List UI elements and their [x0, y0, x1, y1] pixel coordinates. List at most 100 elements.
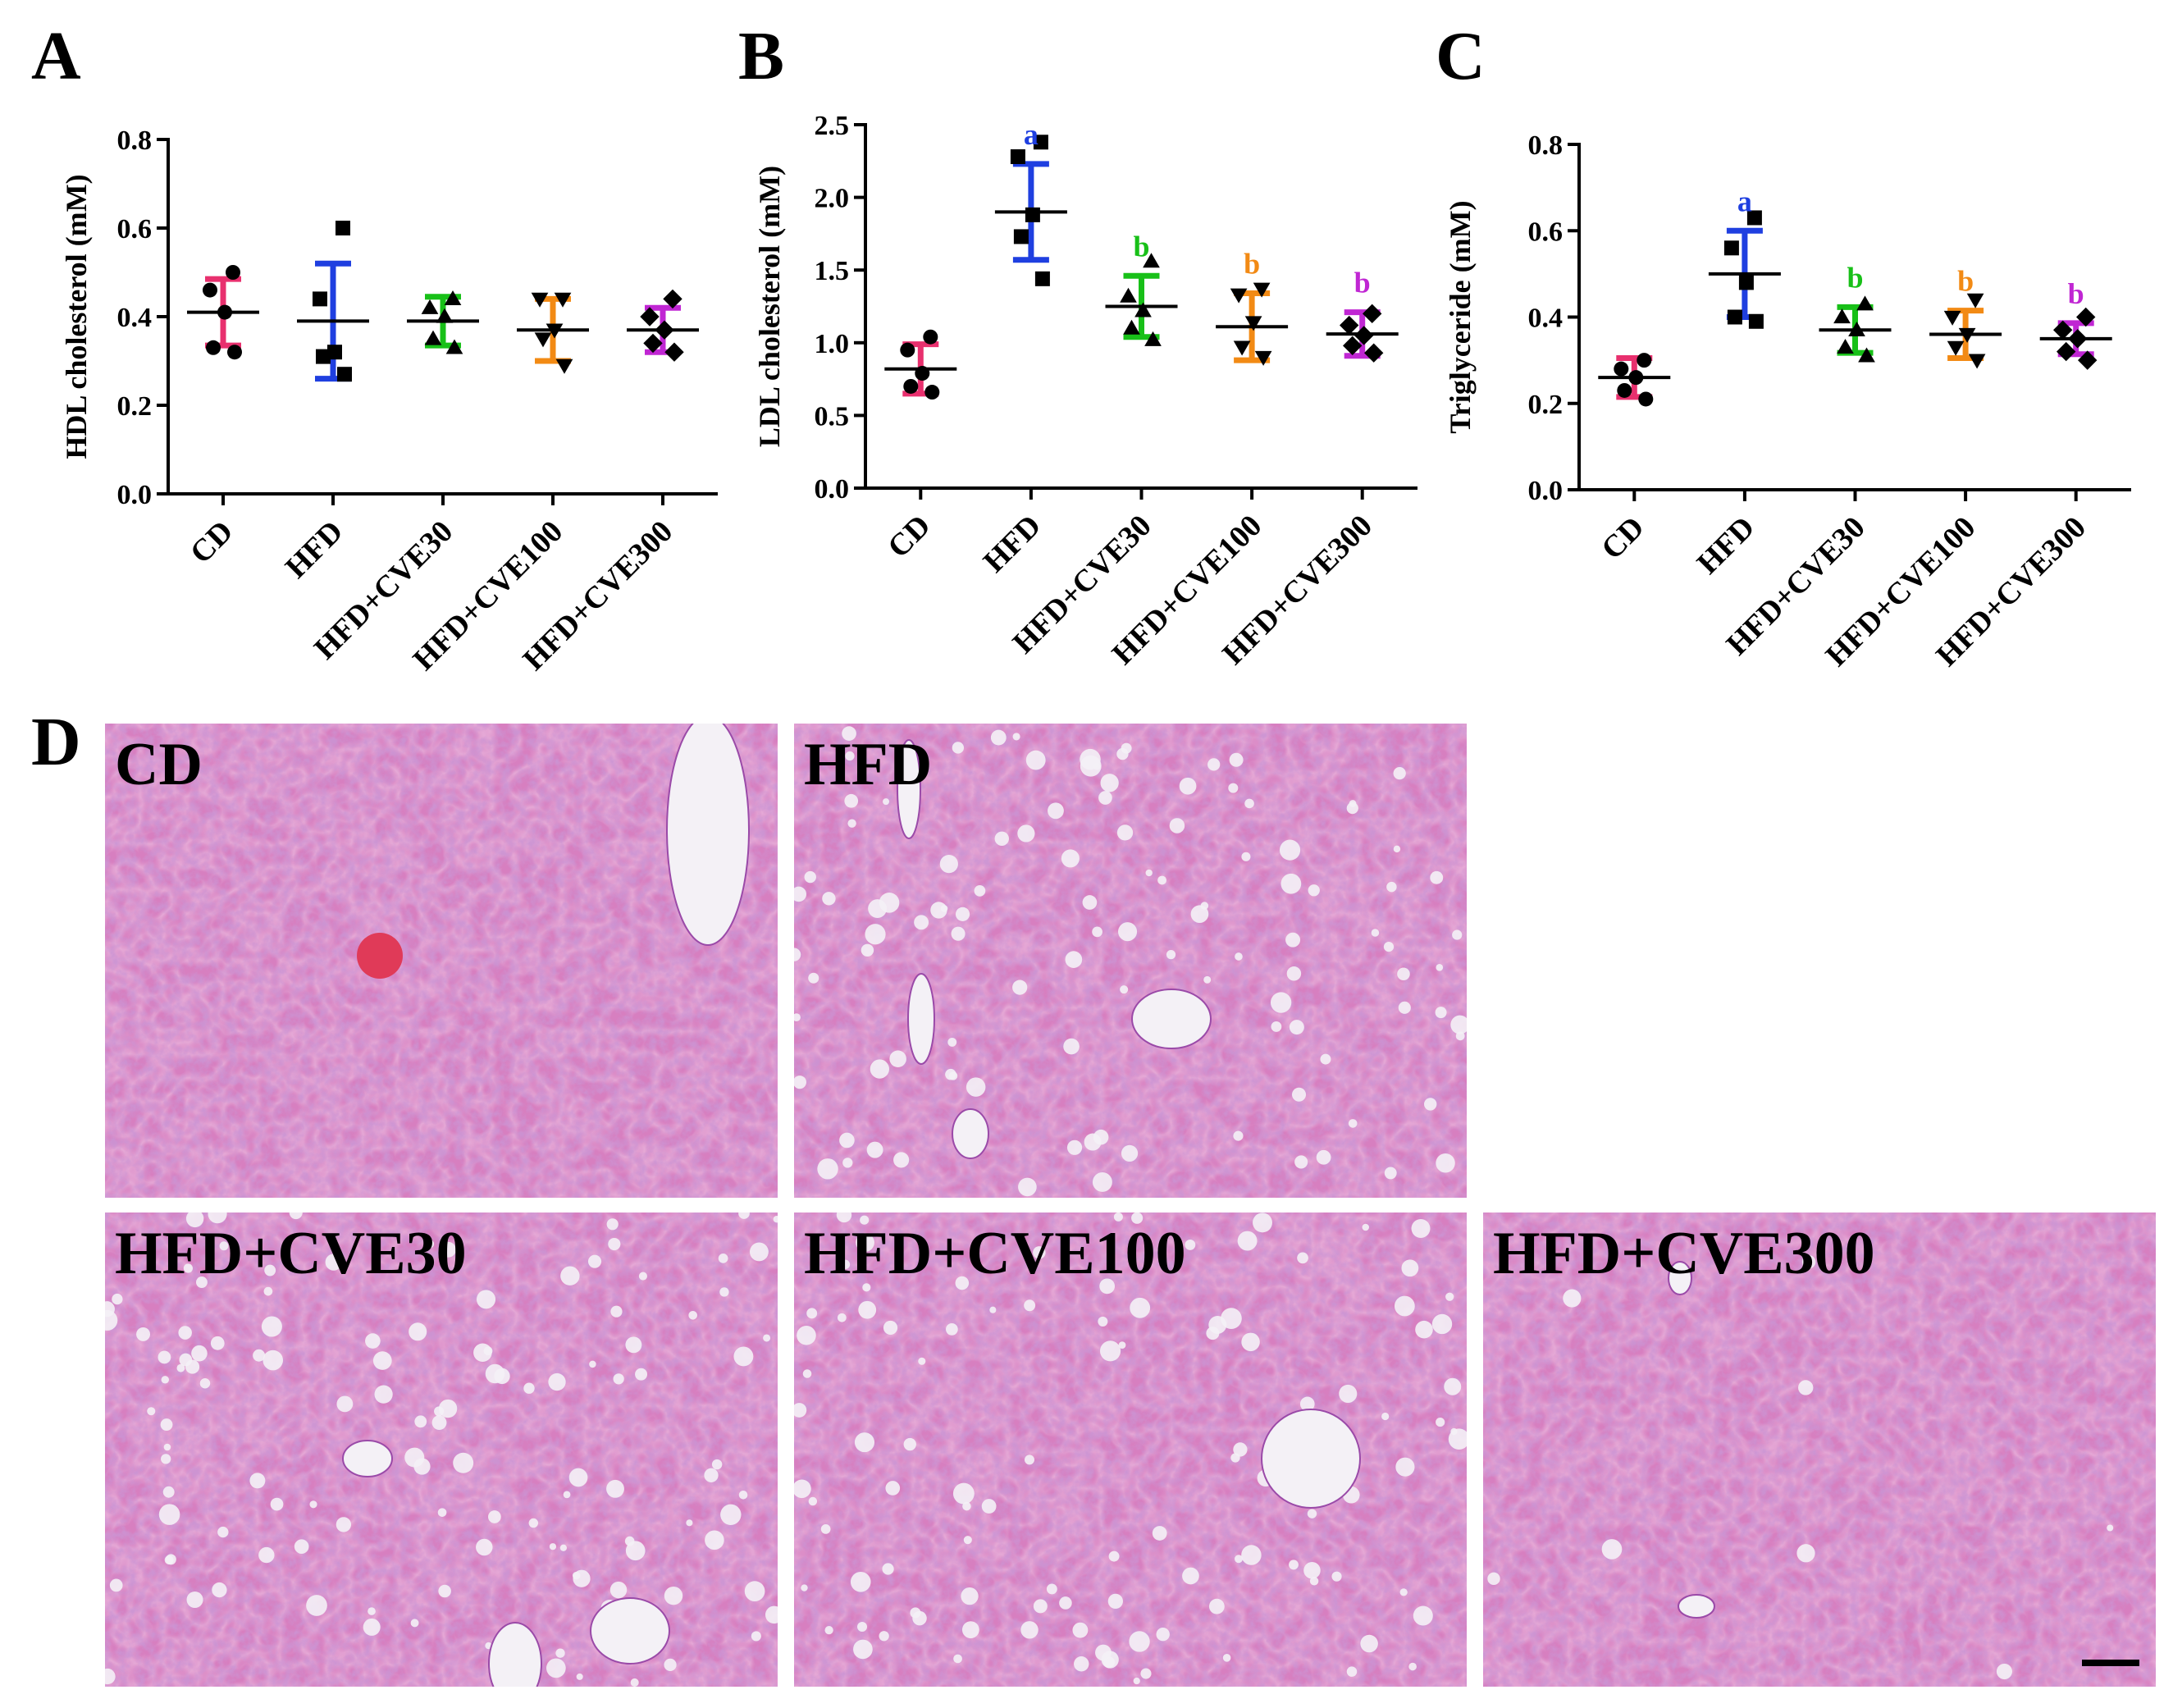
- data-point: [1010, 148, 1025, 164]
- lipid-vacuole: [573, 1569, 591, 1587]
- data-point: [203, 282, 217, 298]
- micrograph-hfd-cve30: HFD+CVE30: [105, 1212, 778, 1687]
- series-hfd: a: [994, 118, 1067, 286]
- lipid-vacuole: [425, 1240, 435, 1249]
- lipid-vacuole: [548, 1372, 566, 1391]
- lipid-vacuole: [199, 1377, 211, 1389]
- lipid-vacuole: [1431, 1313, 1453, 1335]
- y-tick-label: 0.6: [1528, 217, 1564, 247]
- data-point: [664, 342, 684, 362]
- y-tick-label: 0.2: [1528, 390, 1564, 420]
- lipid-vacuole: [613, 1373, 624, 1385]
- data-point: [1254, 350, 1272, 366]
- lipid-vacuole: [109, 1578, 123, 1592]
- lipid-vacuole: [191, 1345, 208, 1362]
- panel-letter-c: C: [1436, 18, 1486, 94]
- lipid-vacuole: [806, 1308, 818, 1319]
- lipid-vacuole: [178, 1326, 192, 1340]
- data-point: [1727, 309, 1742, 325]
- data-point: [531, 292, 549, 308]
- lipid-vacuole: [1082, 895, 1098, 910]
- lipid-vacuole: [105, 1668, 116, 1685]
- data-point: [1617, 382, 1632, 398]
- data-point: [445, 339, 463, 354]
- lipid-vacuole: [1118, 1341, 1126, 1350]
- lipid-vacuole: [1059, 1596, 1072, 1610]
- lipid-vacuole: [453, 1452, 474, 1473]
- lipid-vacuole: [688, 1310, 697, 1320]
- lipid-vacuole: [1401, 1259, 1419, 1277]
- data-point: [640, 307, 660, 327]
- data-point: [1253, 282, 1271, 298]
- lipid-vacuole: [839, 1132, 855, 1149]
- data-point: [1033, 135, 1048, 150]
- lipid-vacuole: [1348, 1119, 1358, 1128]
- lipid-vacuole: [1413, 1605, 1433, 1626]
- lipid-vacuole: [1339, 1384, 1358, 1404]
- vessel-lumen: [952, 1108, 989, 1159]
- lipid-vacuole: [842, 726, 856, 741]
- y-tick-label: 2.5: [815, 111, 850, 141]
- lipid-vacuole: [1371, 929, 1380, 937]
- lipid-vacuole: [1099, 1340, 1121, 1362]
- series-cd: [884, 329, 957, 400]
- data-point: [1025, 207, 1040, 222]
- lipid-vacuole: [1066, 1139, 1083, 1155]
- lipid-vacuole: [105, 1309, 118, 1331]
- lipid-vacuole: [1012, 980, 1028, 995]
- lipid-vacuole: [147, 1407, 156, 1416]
- lipid-vacuole: [1063, 1038, 1080, 1055]
- lipid-vacuole: [625, 1336, 642, 1354]
- lipid-vacuole: [437, 1508, 447, 1517]
- lipid-vacuole: [994, 831, 1009, 846]
- lipid-vacuole: [1241, 1545, 1262, 1565]
- data-point: [1123, 319, 1140, 335]
- lipid-vacuole: [485, 1363, 505, 1384]
- vessel-lumen: [1131, 989, 1212, 1049]
- data-point: [924, 385, 940, 400]
- lipid-vacuole: [217, 1526, 229, 1538]
- lipid-vacuole: [1444, 1377, 1462, 1395]
- lipid-vacuole: [1801, 1254, 1816, 1269]
- lipid-vacuole: [883, 798, 890, 806]
- lipid-vacuole: [858, 1300, 877, 1319]
- lipid-vacuole: [1092, 1171, 1112, 1192]
- lipid-vacuole: [939, 855, 958, 874]
- lipid-vacuole: [718, 1253, 728, 1263]
- lipid-vacuole: [1398, 1001, 1411, 1014]
- panel-letter-d: D: [31, 704, 81, 780]
- lipid-vacuole: [476, 1290, 496, 1309]
- lipid-vacuole: [161, 1376, 170, 1384]
- lipid-vacuole: [1798, 1380, 1814, 1395]
- lipid-vacuole: [1241, 1332, 1260, 1352]
- lipid-vacuole: [947, 1037, 957, 1047]
- lipid-vacuole: [1297, 1252, 1308, 1264]
- lipid-vacuole: [1289, 1020, 1304, 1035]
- lipid-vacuole: [1299, 1396, 1315, 1412]
- lipid-vacuole: [289, 1212, 303, 1220]
- lipid-vacuole: [1169, 818, 1185, 833]
- lipid-vacuole: [1253, 1212, 1272, 1233]
- lipid-vacuole: [711, 1459, 723, 1470]
- micrograph-label: CD: [115, 731, 203, 798]
- lipid-vacuole: [1221, 1308, 1242, 1329]
- lipid-vacuole: [136, 1327, 151, 1341]
- lipid-vacuole: [1294, 1155, 1308, 1169]
- lipid-vacuole: [162, 1486, 175, 1498]
- lipid-vacuole: [1100, 774, 1119, 792]
- lipid-vacuole: [1430, 870, 1444, 884]
- lipid-vacuole: [1445, 1292, 1454, 1301]
- lipid-vacuole: [306, 1595, 327, 1616]
- lipid-vacuole: [2107, 1524, 2114, 1532]
- lipid-vacuole: [842, 1158, 853, 1168]
- lipid-vacuole: [749, 1242, 769, 1262]
- lipid-vacuole: [1233, 1130, 1244, 1141]
- lipid-vacuole: [1092, 926, 1102, 938]
- lipid-vacuole: [249, 1473, 266, 1489]
- lipid-vacuole: [940, 905, 948, 912]
- lipid-vacuole: [845, 751, 855, 761]
- data-point: [206, 340, 221, 355]
- lipid-vacuole: [1033, 1599, 1048, 1614]
- data-point: [444, 290, 462, 306]
- lipid-vacuole: [850, 1571, 871, 1592]
